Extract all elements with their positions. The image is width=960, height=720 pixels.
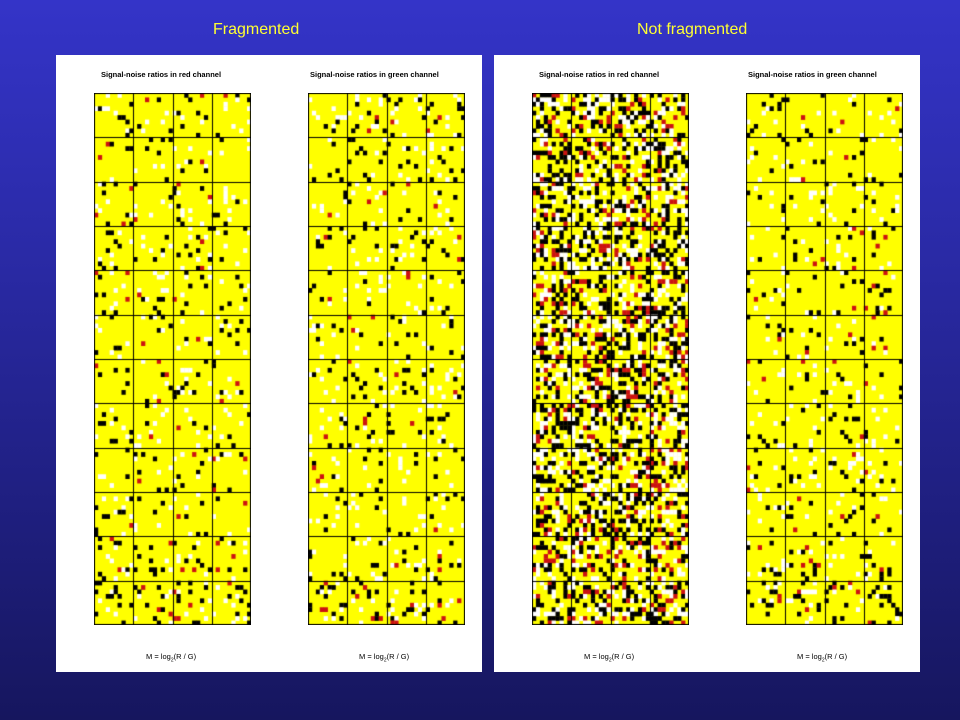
red-channel-heatmap bbox=[532, 93, 689, 625]
red-channel-title: Signal-noise ratios in red channel bbox=[539, 70, 660, 79]
red-channel-heatmap bbox=[94, 93, 251, 625]
red-channel-formula: M = log2(R / G) bbox=[584, 652, 635, 664]
green-channel-formula: M = log2(R / G) bbox=[359, 652, 410, 664]
red-channel-title: Signal-noise ratios in red channel bbox=[101, 70, 222, 79]
green-channel-heatmap bbox=[746, 93, 903, 625]
fragmented-panel: Signal-noise ratios in red channel M = l… bbox=[56, 55, 482, 672]
red-channel-formula: M = log2(R / G) bbox=[146, 652, 197, 664]
green-channel-formula: M = log2(R / G) bbox=[797, 652, 848, 664]
fragmented-title: Fragmented bbox=[213, 21, 300, 38]
green-channel-title: Signal-noise ratios in green channel bbox=[310, 70, 439, 79]
green-channel-title: Signal-noise ratios in green channel bbox=[748, 70, 877, 79]
not-fragmented-panel: Signal-noise ratios in red channel M = l… bbox=[494, 55, 920, 672]
green-channel-heatmap bbox=[308, 93, 465, 625]
not-fragmented-title: Not fragmented bbox=[637, 21, 748, 38]
